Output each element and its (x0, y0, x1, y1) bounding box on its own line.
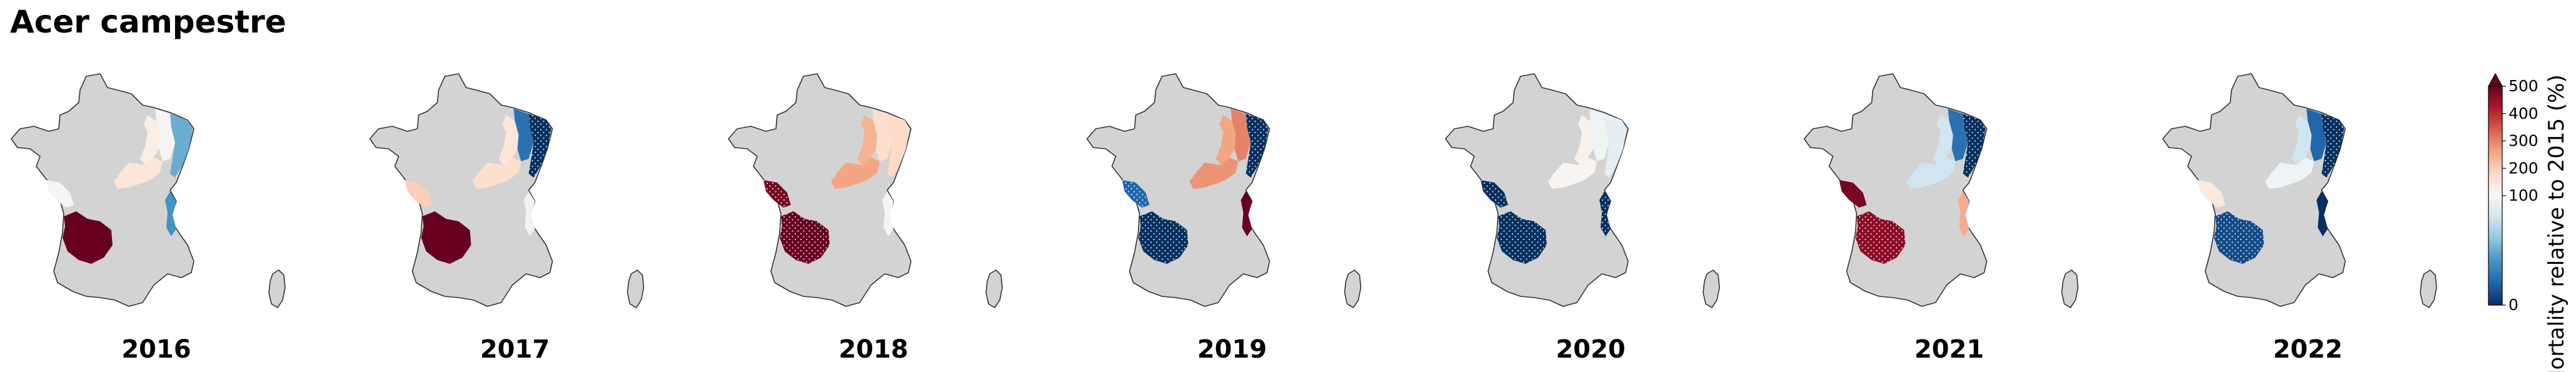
region-alps (165, 191, 176, 236)
region-vosges (155, 109, 175, 161)
colorbar-tick-label: 300 (2508, 132, 2538, 150)
year-label: 2019 (1197, 335, 1267, 364)
colorbar-tick-label: 200 (2508, 159, 2538, 177)
region-lorraine (1574, 115, 1594, 165)
region-vosges (2307, 109, 2327, 161)
corsica (2061, 269, 2079, 309)
region-vosges (1589, 109, 1609, 161)
region-gironde (405, 180, 433, 208)
year-label: 2016 (121, 335, 191, 364)
colorbar-tick-label: 100 (2508, 186, 2538, 204)
year-label: 2022 (2273, 335, 2342, 364)
france-mainland (1803, 73, 1988, 307)
france-mainland (11, 73, 194, 307)
region-hatch-gironde (1122, 180, 1150, 208)
panels-group: 2016 2017 2018 2019 2020 2021 2022 (11, 73, 2437, 364)
region-lorraine (1215, 115, 1236, 165)
region-lorraine (498, 115, 519, 165)
region-hatch-alps (1599, 191, 1611, 236)
region-hatch-landes (1138, 211, 1189, 264)
year-label: 2017 (480, 335, 550, 364)
region-gironde (1839, 180, 1867, 208)
region-gironde (46, 180, 74, 208)
corsica (2420, 269, 2437, 309)
colorbar-tick-label: 400 (2508, 104, 2538, 123)
region-burgundy (831, 158, 880, 189)
region-hatch-landes (1497, 211, 1547, 264)
france-mainland (1086, 73, 1270, 307)
map-panel-2020: 2020 (1445, 73, 1720, 364)
region-vosges (1948, 109, 1968, 161)
colorbar-tick-label: 0 (2508, 296, 2518, 314)
region-alps (523, 191, 535, 236)
corsica (268, 269, 286, 309)
region-alps (1958, 191, 1970, 236)
region-lorraine (2292, 115, 2312, 165)
region-hatch-alsace (528, 114, 551, 178)
region-hatch-alsace (1245, 114, 1269, 178)
corsica (985, 269, 1003, 309)
region-burgundy (1189, 158, 1239, 189)
map-panel-2021: 2021 (1803, 73, 2079, 364)
map-panel-2018: 2018 (728, 73, 1003, 364)
region-hatch-gironde (763, 180, 791, 208)
region-burgundy (2265, 158, 2314, 189)
region-burgundy (1548, 158, 1597, 189)
map-panel-2016: 2016 (11, 73, 286, 364)
year-label: 2018 (838, 335, 908, 364)
region-alsace (1604, 114, 1627, 178)
region-burgundy (472, 158, 521, 189)
colorbar-group: 500 400 300 200 100 0 (2487, 73, 2538, 314)
corsica (626, 269, 645, 309)
region-lorraine (140, 115, 160, 165)
year-label: 2021 (1914, 335, 1984, 364)
region-burgundy (114, 158, 163, 189)
region-vosges (1230, 109, 1251, 161)
region-hatch-gironde (1481, 180, 1508, 208)
region-hatch-landes (780, 211, 830, 264)
region-alps (1240, 191, 1252, 236)
colorbar-gradient (2488, 86, 2503, 306)
region-burgundy (1906, 158, 1956, 189)
region-alsace (170, 114, 193, 178)
region-alps (882, 191, 893, 236)
map-panel-2022: 2022 (2162, 73, 2437, 364)
region-gironde (2198, 180, 2225, 208)
colorbar: 500 400 300 200 100 0 Mortality relative to 2… (2487, 73, 2569, 372)
region-alps (2317, 191, 2328, 236)
region-vosges (872, 109, 892, 161)
france-mainland (728, 73, 912, 307)
region-hatch-landes (1855, 211, 1906, 264)
corsica (1344, 269, 1362, 309)
map-panel-2019: 2019 (1086, 73, 1362, 364)
region-hatch-landes (2214, 211, 2264, 264)
year-label: 2020 (1556, 335, 1625, 364)
colorbar-label: Mortality relative to 2015 (%) (2544, 74, 2569, 372)
figure-title: Acer campestre (10, 4, 286, 40)
corsica (1703, 269, 1720, 309)
region-lorraine (1933, 115, 1953, 165)
map-panel-2017: 2017 (369, 73, 645, 364)
region-landes (63, 211, 113, 264)
colorbar-extend-arrow (2487, 73, 2503, 87)
region-hatch-alsace (1963, 114, 1986, 178)
france-mainland (369, 73, 553, 307)
region-hatch-alsace (2322, 114, 2344, 178)
region-lorraine (857, 115, 877, 165)
region-vosges (513, 109, 534, 161)
region-landes (421, 211, 471, 264)
france-mainland (2162, 73, 2346, 307)
colorbar-tick-label: 500 (2508, 77, 2538, 95)
france-mainland (1445, 73, 1629, 307)
region-alsace (887, 114, 910, 178)
